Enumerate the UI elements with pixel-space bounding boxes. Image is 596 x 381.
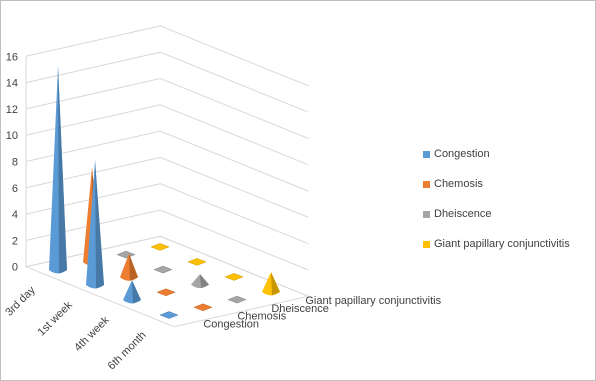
gridline	[25, 130, 309, 192]
cone-shade	[58, 66, 67, 274]
x-tick-label: 1st week	[36, 299, 76, 339]
legend-label: Congestion	[434, 148, 490, 160]
floor	[24, 235, 311, 328]
gridline	[25, 209, 309, 271]
cone-bar	[159, 311, 179, 319]
cone-bar	[153, 265, 173, 274]
gridline	[25, 104, 309, 166]
legend-item-chemosis: Chemosis	[423, 176, 570, 192]
cone-shade	[200, 274, 209, 289]
y-tick-label: 14	[6, 78, 18, 90]
gridline	[25, 183, 309, 245]
y-tick-label: 6	[12, 183, 18, 195]
gridline	[25, 25, 309, 87]
legend-item-congestion: Congestion	[423, 146, 570, 162]
y-tick-label: 10	[6, 130, 18, 142]
legend-swatch-dheiscence	[423, 210, 430, 218]
legend-item-dheiscence: Dheiscence	[423, 206, 570, 222]
legend-label: Dheiscence	[434, 208, 492, 220]
gridline	[25, 51, 309, 113]
y-tick-label: 4	[12, 209, 18, 221]
cone-shade	[271, 272, 280, 296]
cone-bar	[156, 288, 176, 297]
cone-bar	[150, 243, 170, 251]
legend-swatch-chemosis	[423, 180, 430, 188]
legend-item-gpc: Giant papillary conjunctivitis	[423, 236, 570, 252]
legend-swatch-congestion	[423, 150, 430, 158]
x-tick-label: 6th month	[106, 329, 149, 372]
cone-bar	[193, 303, 213, 312]
series-depth-label: Chemosis	[237, 311, 286, 323]
gridline	[25, 156, 309, 218]
legend-label: Giant papillary conjunctivitis	[434, 238, 570, 250]
legend: Congestion Chemosis Dheiscence Giant pap…	[423, 146, 570, 252]
cone-bar	[187, 258, 207, 266]
series-depth-label: Congestion	[203, 318, 259, 330]
cone-shade	[132, 280, 141, 304]
y-tick-label: 12	[6, 104, 18, 116]
x-tick-label: 3rd day	[3, 284, 38, 319]
series-depth-label: Giant papillary conjunctivitis	[305, 295, 441, 307]
series-depth-label: Dheiscence	[271, 303, 328, 315]
cone-bar	[116, 250, 136, 259]
y-tick-label: 16	[6, 51, 18, 63]
cone-bar	[224, 273, 244, 281]
cone-bar	[191, 274, 209, 289]
y-tick-label: 0	[12, 262, 18, 274]
legend-label: Chemosis	[434, 178, 483, 190]
cone-shade	[95, 160, 104, 289]
y-tick-label: 8	[12, 157, 18, 169]
gridline	[25, 77, 309, 139]
y-tick-label: 2	[12, 235, 18, 247]
cone-shade	[129, 253, 138, 281]
cone-bar	[227, 295, 247, 304]
x-tick-label: 4th week	[72, 314, 112, 354]
legend-swatch-gpc	[423, 240, 430, 248]
